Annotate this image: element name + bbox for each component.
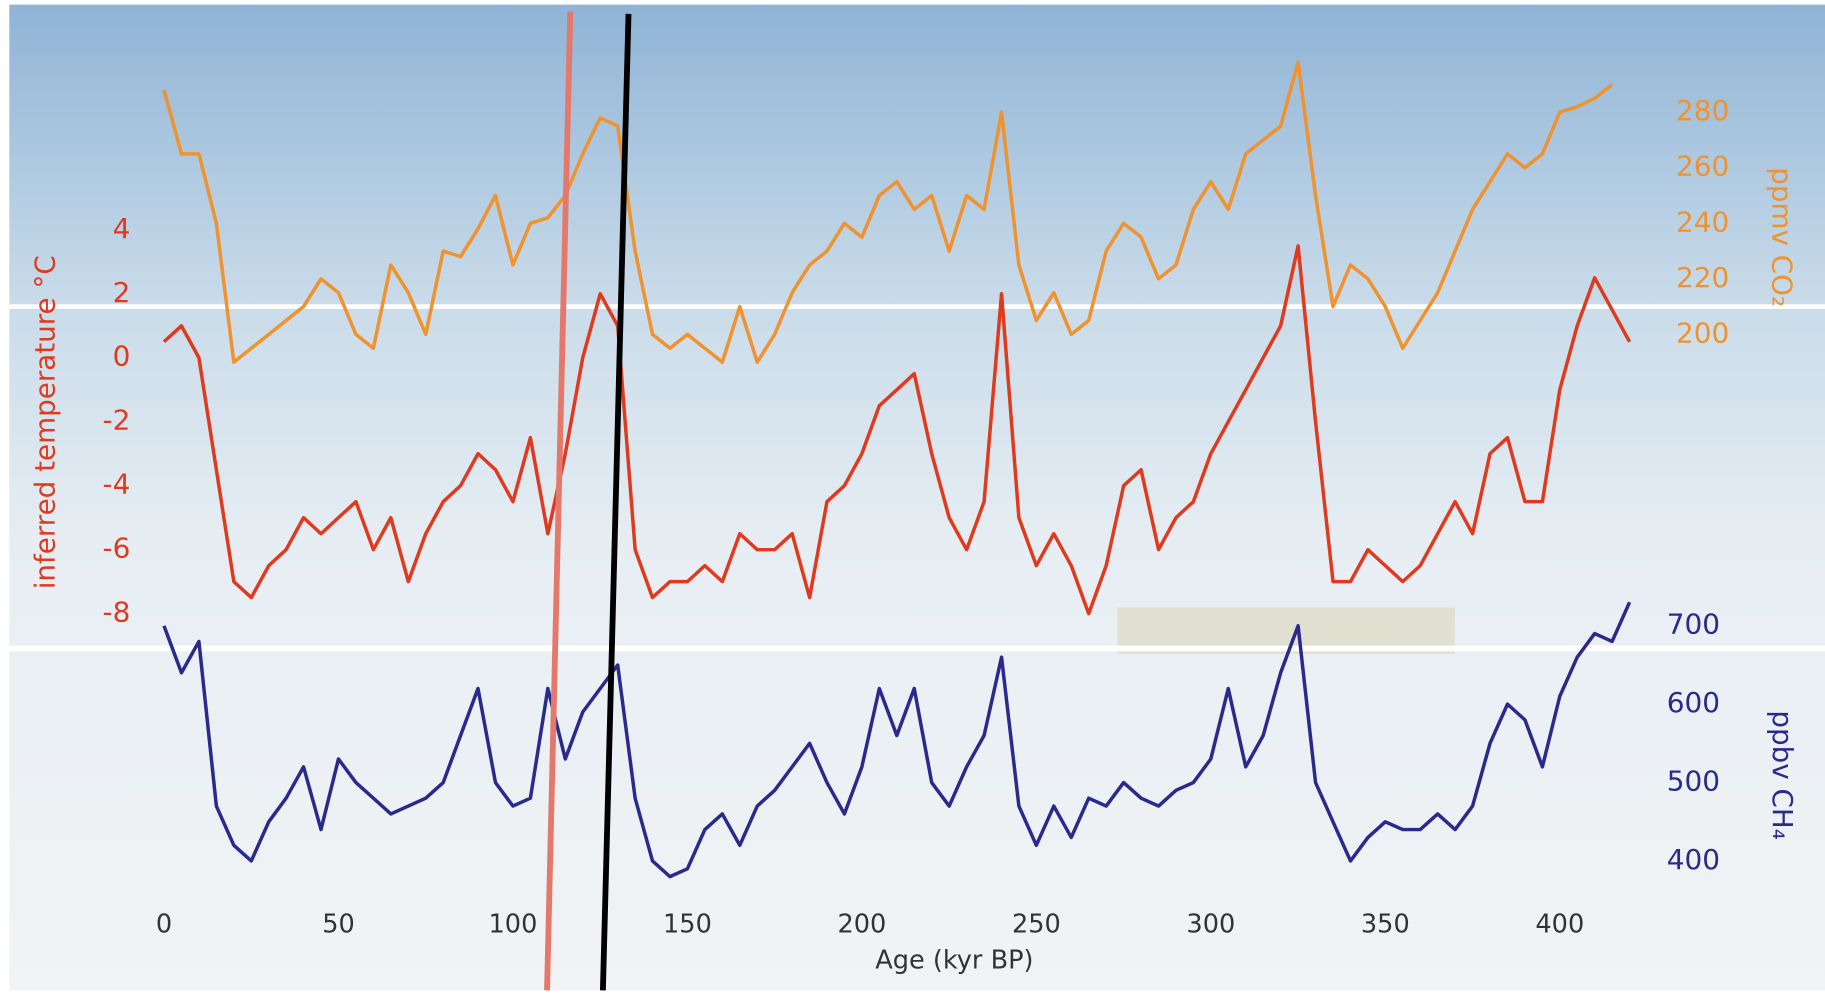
background [9,4,1825,991]
y-tick-label: -6 [103,532,131,565]
separator [9,304,1825,309]
data-line [162,601,1632,879]
x-tick-label: 400 [1535,910,1584,940]
x-tick-label: 100 [489,910,538,940]
y-axis-label: ppmv CO₂ [1766,167,1799,307]
y-tick-label: 280 [1676,94,1729,127]
y-tick-label: 500 [1667,765,1720,798]
plot-area: 200 220 240 260 280 ppmv CO₂ 4 2 0 -2 -4 -6 -8 inferr… [29,60,1799,879]
x-tick-label: 50 [322,910,355,940]
y-tick-label: -4 [103,468,131,501]
y-tick-label: 0 [113,340,131,373]
y-tick-label: -8 [103,596,131,629]
y-tick-label: -2 [103,404,131,437]
marker-line [599,13,632,991]
x-tick-label: 200 [837,910,886,940]
y-tick-label: 400 [1667,843,1720,876]
x-tick-label: 300 [1186,910,1235,940]
y-axis-label: inferred temperature °C [29,255,62,589]
y-tick-label: 200 [1676,316,1729,349]
x-tick-label: 0 [156,910,172,940]
x-axis-label: Age (kyr BP) [875,945,1033,975]
y-tick-label: 220 [1676,261,1729,294]
y-tick-label: 600 [1667,686,1720,719]
y-tick-label: 240 [1676,205,1729,238]
x-tick-label: 350 [1361,910,1410,940]
marker-line [544,11,574,991]
x-tick-label: 250 [1012,910,1061,940]
x-tick-label: 150 [663,910,712,940]
y-tick-label: 700 [1667,608,1720,641]
y-tick-label: 4 [113,212,131,245]
y-tick-label: 260 [1676,150,1729,183]
separator [9,645,1825,652]
y-tick-label: 2 [113,276,131,309]
y-axis-label: ppbv CH₄ [1766,710,1799,840]
data-line [162,60,1614,364]
data-line [162,244,1632,616]
